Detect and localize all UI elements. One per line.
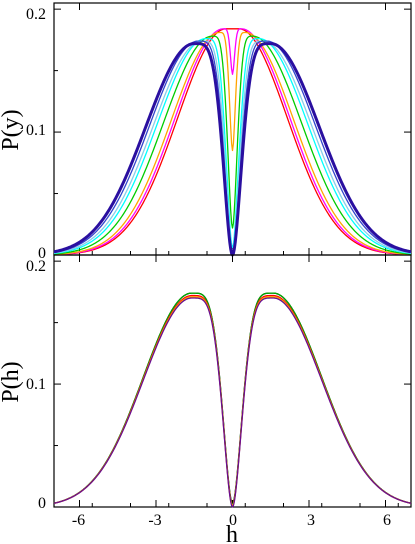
bottom-xtick-label-0: -6 [72,512,85,529]
bottom-series-line-4 [53,297,412,508]
top-ytick-label-2: 0.2 [26,6,46,23]
bottom-ytick-label-2: 0.2 [26,258,46,275]
bottom-series [53,292,412,508]
bottom-xtick-label-2: 0 [229,512,237,529]
bottom-ytick-label-0: 0 [38,495,46,512]
bottom-ytick-label-1: 0.1 [26,376,46,393]
top-panel: 0 0.1 0.2 P(y) [0,2,412,262]
bottom-ticks [53,255,411,508]
bottom-y-axis-label: P(h) [0,361,24,402]
top-series-line-4 [53,38,412,255]
bottom-xtick-label-3: 3 [307,512,315,529]
top-series [53,28,412,257]
top-series-line-2 [53,31,412,256]
bottom-panel: 0 0.1 0.2 P(h) -6 -3 0 3 6 h [0,254,412,544]
top-ytick-label-0: 0 [38,245,46,262]
x-axis-label: h [226,522,238,544]
bottom-series-line-0 [53,292,412,504]
top-series-line-0 [53,28,412,256]
bottom-series-line-2 [53,294,412,507]
bottom-series-line-1 [53,292,412,506]
bottom-plot-frame [53,254,412,508]
bottom-xtick-label-4: 6 [383,512,391,529]
top-y-axis-label: P(y) [0,109,24,150]
top-ytick-label-1: 0.1 [26,122,46,139]
bottom-series-line-3 [53,296,412,507]
top-series-line-1 [53,28,412,256]
top-series-line-3 [53,35,412,255]
bottom-xtick-label-1: -3 [148,512,161,529]
